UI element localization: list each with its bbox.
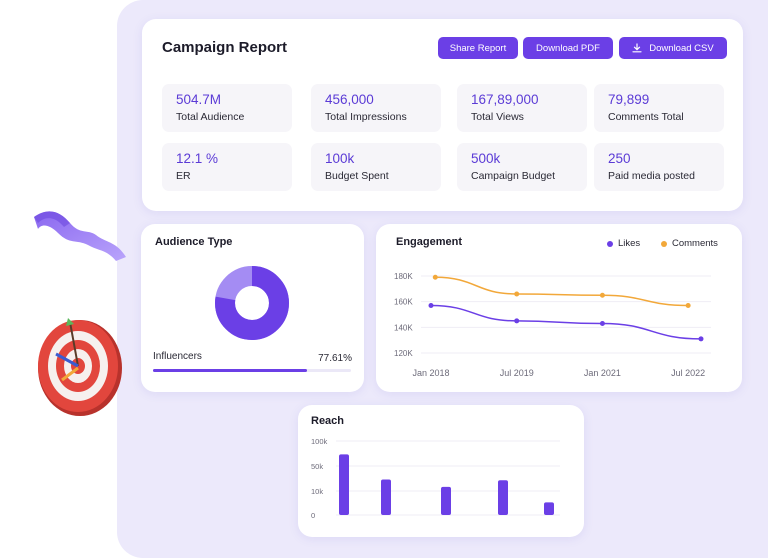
bar	[544, 502, 554, 515]
share-report-button[interactable]: Share Report	[438, 37, 518, 59]
data-point	[514, 291, 520, 297]
reach-card: Reach 100k 50k 10k 0	[298, 405, 584, 537]
y-tick-label: 160K	[394, 298, 413, 307]
stat-card-er: 12.1 % ER	[162, 143, 292, 191]
x-tick-label: Jan 2018	[412, 368, 449, 378]
legend-label: Likes	[618, 238, 641, 249]
stat-label: Paid media posted	[608, 170, 695, 182]
bar	[441, 486, 451, 515]
series-line-comments	[435, 276, 689, 307]
stat-card-campaign-budget: 500k Campaign Budget	[457, 143, 587, 191]
legend-dot-icon	[661, 240, 667, 247]
stat-label: Total Audience	[176, 111, 245, 123]
data-point	[599, 320, 605, 326]
engagement-line-chart: 180K 160K 140K 120K Jan 2018 Jul 2019 Jan 2021…	[394, 272, 711, 378]
y-tick-label: 0	[311, 511, 315, 520]
audience-progress-fill	[153, 369, 307, 372]
audience-type-card: Audience Type Influencers 77.61%	[141, 224, 364, 392]
y-tick-label: 10k	[311, 487, 323, 496]
stat-value: 500k	[471, 151, 501, 166]
engagement-title: Engagement	[396, 236, 463, 248]
y-tick-label: 140K	[394, 323, 413, 332]
download-csv-label: Download CSV	[649, 42, 714, 54]
stat-label: ER	[176, 170, 191, 182]
stat-card-comments-total: 79,899 Comments Total	[594, 84, 724, 132]
download-pdf-label: Download PDF	[536, 42, 600, 54]
stat-value: 456,000	[325, 92, 374, 107]
y-tick-label: 50k	[311, 462, 323, 471]
engagement-card: Engagement Likes Comments 180K 160K 140K 12…	[376, 224, 742, 392]
audience-title: Audience Type	[155, 236, 233, 248]
donut-segment-influencers	[215, 266, 289, 340]
data-point	[685, 303, 691, 309]
legend-likes: Likes	[607, 238, 640, 249]
stat-label: Budget Spent	[325, 170, 389, 182]
stat-card-total-views: 167,89,000 Total Views	[457, 84, 587, 132]
stat-value: 12.1 %	[176, 151, 219, 166]
target-dartboard-icon	[38, 318, 122, 416]
bar	[381, 479, 391, 515]
y-tick-label: 120K	[394, 349, 413, 358]
stat-label: Total Impressions	[325, 111, 407, 123]
page-title: Campaign Report	[162, 39, 288, 56]
stat-value: 167,89,000	[471, 92, 539, 107]
audience-progress-track	[153, 369, 351, 372]
stat-label: Comments Total	[608, 111, 684, 123]
stat-value: 504.7M	[176, 92, 222, 107]
share-report-label: Share Report	[449, 42, 507, 54]
bar	[339, 454, 349, 515]
y-tick-label: 100k	[311, 437, 328, 446]
data-point	[599, 292, 605, 298]
audience-percent: 77.61%	[318, 353, 352, 364]
x-tick-label: Jul 2019	[500, 368, 534, 378]
download-icon	[632, 43, 642, 53]
legend-dot-icon	[607, 240, 613, 247]
data-point	[514, 318, 520, 324]
stat-card-budget-spent: 100k Budget Spent	[311, 143, 441, 191]
reach-title: Reach	[311, 415, 345, 427]
stat-card-paid-media-posted: 250 Paid media posted	[594, 143, 724, 191]
stat-label: Campaign Budget	[471, 170, 556, 182]
campaign-report-card: Campaign Report Share Report Download PD…	[142, 19, 743, 211]
bar	[498, 480, 508, 515]
audience-label: Influencers	[153, 351, 202, 362]
x-tick-label: Jan 2021	[584, 368, 621, 378]
legend-label: Comments	[672, 238, 718, 249]
download-pdf-button[interactable]: Download PDF	[523, 37, 613, 59]
ribbon-decoration	[34, 211, 126, 261]
series-line-likes	[430, 304, 702, 340]
x-tick-label: Jul 2022	[671, 368, 705, 378]
stat-value: 250	[608, 151, 631, 166]
stat-label: Total Views	[471, 111, 524, 123]
reach-bar-chart: 100k 50k 10k 0	[311, 437, 560, 520]
download-csv-button[interactable]: Download CSV	[619, 37, 727, 59]
audience-donut-chart	[215, 266, 289, 340]
y-tick-label: 180K	[394, 272, 413, 281]
stat-card-total-audience: 504.7M Total Audience	[162, 84, 292, 132]
data-point	[698, 336, 704, 342]
stat-value: 79,899	[608, 92, 650, 107]
stat-card-total-impressions: 456,000 Total Impressions	[311, 84, 441, 132]
data-point	[428, 303, 434, 309]
stat-value: 100k	[325, 151, 355, 166]
data-point	[432, 274, 438, 280]
legend-comments: Comments	[661, 238, 718, 249]
